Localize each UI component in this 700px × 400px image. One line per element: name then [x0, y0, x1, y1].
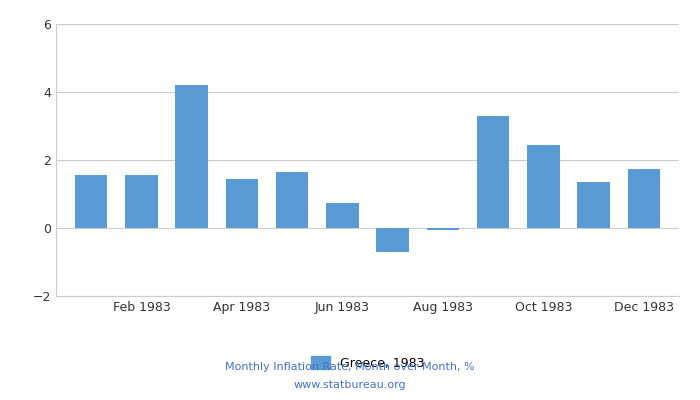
Text: www.statbureau.org: www.statbureau.org — [294, 380, 406, 390]
Bar — [578, 182, 610, 228]
Legend: Greece, 1983: Greece, 1983 — [306, 351, 429, 375]
Bar — [527, 145, 560, 228]
Bar — [225, 179, 258, 228]
Bar — [125, 175, 158, 228]
Bar — [75, 175, 108, 228]
Bar — [377, 228, 409, 252]
Bar — [627, 168, 660, 228]
Bar — [175, 85, 208, 228]
Bar — [276, 172, 309, 228]
Bar — [477, 116, 510, 228]
Bar — [426, 228, 459, 230]
Text: Monthly Inflation Rate, Month over Month, %: Monthly Inflation Rate, Month over Month… — [225, 362, 475, 372]
Bar — [326, 202, 358, 228]
